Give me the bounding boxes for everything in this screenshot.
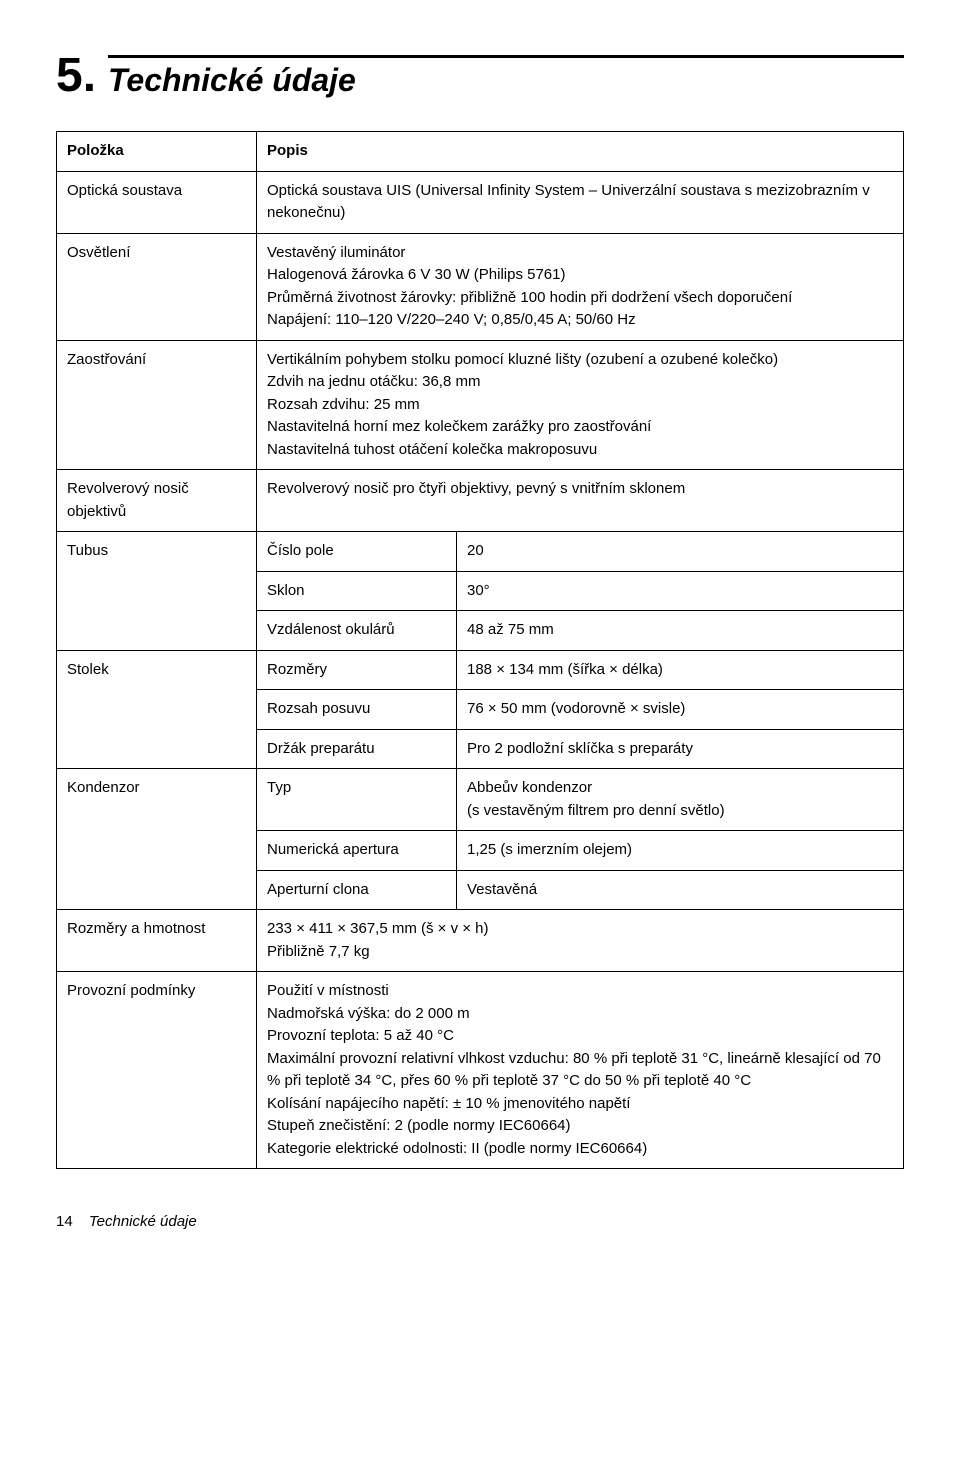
- row-stage-range-value: 76 × 50 mm (vodorovně × svisle): [457, 690, 904, 730]
- row-cond-iris-value: Vestavěná: [457, 870, 904, 910]
- row-cond-na-value: 1,25 (s imerzním olejem): [457, 831, 904, 871]
- spec-table: Položka Popis Optická soustava Optická s…: [56, 131, 904, 1169]
- section-heading: Technické údaje: [108, 55, 904, 99]
- row-tubus-tilt-value: 30°: [457, 571, 904, 611]
- row-stage-holder-value: Pro 2 podložní sklíčka s preparáty: [457, 729, 904, 769]
- row-dims-value: 233 × 411 × 367,5 mm (š × v × h)Přibližn…: [257, 910, 904, 972]
- row-dims-label: Rozměry a hmotnost: [57, 910, 257, 972]
- section-title: 5. Technické údaje: [56, 48, 904, 103]
- page: 5. Technické údaje Položka Popis Optická…: [0, 0, 960, 1201]
- th-item: Položka: [57, 132, 257, 172]
- row-tubus-label: Tubus: [57, 532, 257, 651]
- th-desc: Popis: [257, 132, 904, 172]
- row-cond-iris-label: Aperturní clona: [257, 870, 457, 910]
- row-stage-label: Stolek: [57, 650, 257, 769]
- row-cond-type-value: Abbeův kondenzor(s vestavěným filtrem pr…: [457, 769, 904, 831]
- section-number: 5.: [56, 48, 96, 103]
- row-focus-label: Zaostřování: [57, 340, 257, 470]
- row-optical-label: Optická soustava: [57, 171, 257, 233]
- row-stage-dims-label: Rozměry: [257, 650, 457, 690]
- page-number: 14: [56, 1213, 73, 1230]
- row-stage-dims-value: 188 × 134 mm (šířka × délka): [457, 650, 904, 690]
- row-tubus-dist-value: 48 až 75 mm: [457, 611, 904, 651]
- row-optical-value: Optická soustava UIS (Universal Infinity…: [257, 171, 904, 233]
- row-oper-label: Provozní podmínky: [57, 972, 257, 1169]
- row-tubus-field-value: 20: [457, 532, 904, 572]
- row-nosepiece-value: Revolverový nosič pro čtyři objektivy, p…: [257, 470, 904, 532]
- page-footer: 14 Technické údaje: [0, 1201, 960, 1254]
- row-tubus-field-label: Číslo pole: [257, 532, 457, 572]
- row-illum-value: Vestavěný iluminátorHalogenová žárovka 6…: [257, 233, 904, 340]
- row-stage-range-label: Rozsah posuvu: [257, 690, 457, 730]
- row-tubus-dist-label: Vzdálenost okulárů: [257, 611, 457, 651]
- row-tubus-tilt-label: Sklon: [257, 571, 457, 611]
- row-cond-na-label: Numerická apertura: [257, 831, 457, 871]
- row-illum-label: Osvětlení: [57, 233, 257, 340]
- row-cond-type-label: Typ: [257, 769, 457, 831]
- footer-title: Technické údaje: [89, 1213, 197, 1230]
- row-oper-value: Použití v místnostiNadmořská výška: do 2…: [257, 972, 904, 1169]
- row-focus-value: Vertikálním pohybem stolku pomocí kluzné…: [257, 340, 904, 470]
- row-nosepiece-label: Revolverový nosič objektivů: [57, 470, 257, 532]
- row-stage-holder-label: Držák preparátu: [257, 729, 457, 769]
- row-cond-label: Kondenzor: [57, 769, 257, 910]
